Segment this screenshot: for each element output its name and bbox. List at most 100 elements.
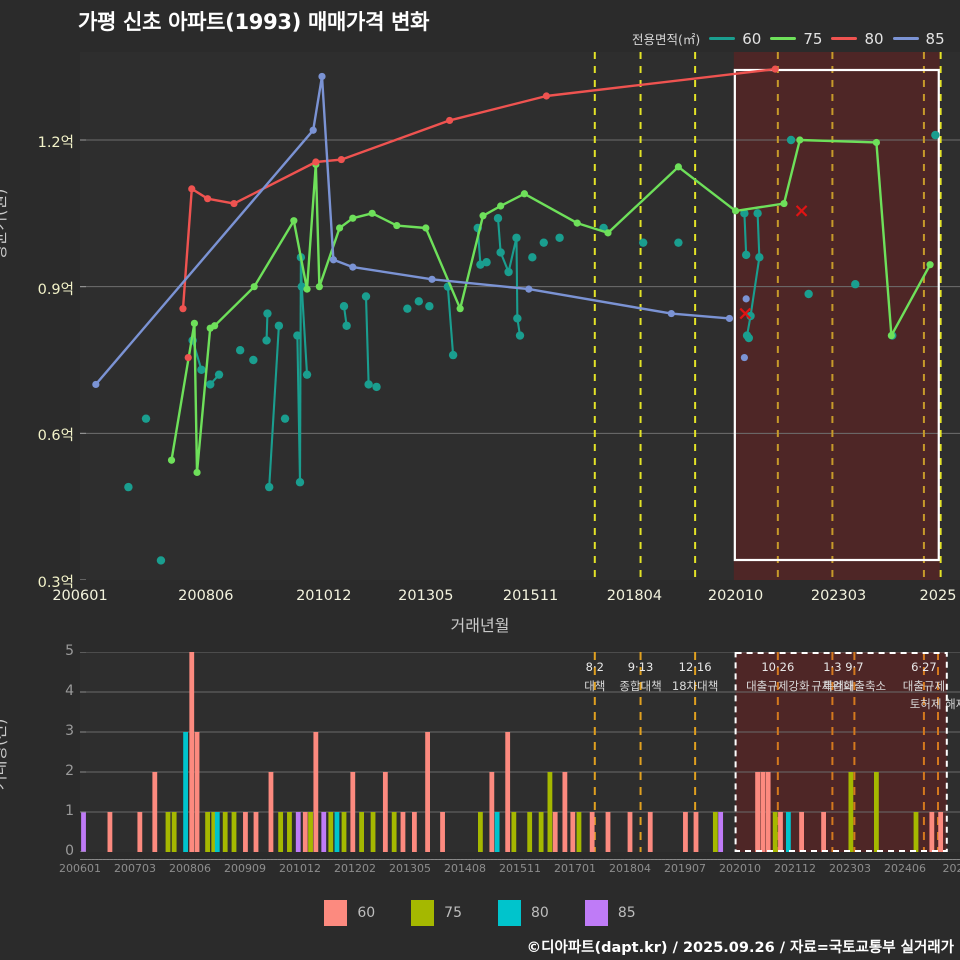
page-title: 가평 신초 아파트(1993) 매매가격 변화 (78, 10, 430, 34)
legend-label-80: 80 (864, 29, 884, 48)
vol-legend-swatch-85 (584, 900, 608, 926)
data-point-80 (771, 65, 779, 73)
data-point-80 (230, 199, 238, 208)
volume-xtick-2: 200806 (169, 862, 211, 875)
price-chart-plot-area[interactable] (80, 52, 960, 580)
volume-xtick-12: 202010 (719, 862, 761, 875)
data-point-85 (428, 275, 436, 283)
volume-xtick-5: 201202 (334, 862, 376, 875)
data-point-60 (372, 382, 381, 392)
data-point-60 (364, 380, 373, 389)
data-point-80 (446, 116, 454, 125)
data-point-80 (188, 185, 196, 193)
volume-xtick-7: 201408 (444, 862, 486, 875)
data-point-75 (349, 214, 357, 222)
price-highlight-border (733, 68, 940, 562)
annotation-label-4: 규제완화 (811, 679, 854, 693)
data-point-85 (309, 126, 317, 134)
legend-item-80[interactable]: 80 (831, 29, 884, 48)
legend-swatch-80 (831, 36, 858, 41)
volume-bar (760, 772, 766, 852)
data-point-60 (753, 209, 762, 218)
legend-item-85[interactable]: 85 (892, 29, 945, 48)
data-point-60 (755, 253, 764, 262)
vol-legend-label-75: 75 (444, 905, 462, 921)
volume-chart-plot-area[interactable] (80, 652, 960, 852)
data-point-75 (479, 212, 487, 220)
volume-ytick-3: 3 (65, 723, 74, 739)
volume-bar (222, 812, 228, 852)
series-connector-60 (265, 313, 269, 341)
volume-bar (253, 812, 259, 852)
data-point-60 (448, 350, 458, 360)
volume-bar (772, 812, 778, 852)
volume-bar (683, 812, 688, 852)
data-point-75 (393, 221, 401, 230)
data-point-80 (204, 195, 212, 203)
annotation-date-5: 9·7 (845, 660, 864, 674)
series-connector-60 (515, 237, 519, 319)
data-point-85 (329, 256, 338, 264)
annotation-label-3: 대출규제강화 (746, 679, 810, 693)
data-point-60 (156, 556, 166, 565)
data-point-60 (295, 478, 305, 487)
data-point-60 (235, 346, 245, 355)
volume-bar (295, 812, 301, 852)
volume-xtick-9: 201701 (554, 862, 596, 875)
data-point-80 (184, 353, 192, 362)
data-point-75 (190, 319, 198, 327)
price-highlight-region (733, 52, 940, 580)
volume-bar (874, 772, 879, 852)
volume-bar (341, 812, 347, 852)
price-xtick-7: 202303 (810, 588, 867, 604)
vol-legend-label-85: 85 (617, 905, 636, 921)
legend-label-85: 85 (925, 29, 945, 48)
annotation-label-7: 토허제 해제 (909, 697, 960, 711)
series-connector-60 (743, 213, 748, 255)
volume-xtick-1: 200703 (114, 862, 156, 875)
data-point-75 (520, 190, 528, 198)
volume-xtick-0: 200601 (59, 862, 101, 875)
vol-legend-item-60[interactable]: 60 (324, 900, 375, 926)
data-point-60 (206, 380, 215, 389)
data-point-60 (265, 482, 274, 492)
annotation-date-1: 9·13 (627, 660, 654, 674)
volume-xtick-6: 201305 (389, 862, 431, 875)
volume-ytick-5: 5 (65, 643, 74, 659)
volume-bar (165, 812, 171, 852)
data-point-60 (249, 355, 258, 365)
data-point-75 (780, 199, 788, 208)
legend-item-75[interactable]: 75 (770, 30, 822, 48)
data-point-80 (312, 158, 320, 166)
data-point-60 (496, 248, 505, 257)
series-connector-60 (364, 296, 370, 385)
annotation-date-4: 1·3 (823, 660, 842, 674)
data-point-85 (742, 295, 750, 303)
volume-bar (391, 812, 397, 852)
vol-legend-label-80: 80 (531, 905, 549, 921)
data-point-60 (339, 302, 349, 311)
vol-legend-swatch-80 (498, 900, 521, 926)
volume-bar (382, 772, 388, 852)
data-point-60 (513, 314, 522, 323)
volume-bar (278, 812, 284, 852)
vol-legend-item-75[interactable]: 75 (411, 900, 462, 926)
volume-bar (547, 772, 553, 852)
vol-legend-item-80[interactable]: 80 (498, 900, 549, 926)
volume-bar (425, 732, 430, 852)
data-point-60 (744, 333, 753, 343)
volume-bar (505, 732, 511, 852)
volume-bar (538, 812, 544, 852)
volume-bar (268, 772, 274, 852)
volume-xtick-11: 201907 (664, 862, 706, 875)
volume-bar (605, 812, 611, 852)
volume-bar (328, 812, 334, 852)
volume-bar (313, 732, 319, 852)
data-point-60 (515, 331, 525, 340)
volume-bar (562, 772, 568, 852)
price-xtick-0: 200601 (52, 588, 108, 604)
vol-legend-item-85[interactable]: 85 (584, 900, 636, 926)
volume-bar (350, 772, 356, 852)
data-point-60 (504, 267, 513, 277)
legend-item-60[interactable]: 60 (709, 30, 761, 48)
